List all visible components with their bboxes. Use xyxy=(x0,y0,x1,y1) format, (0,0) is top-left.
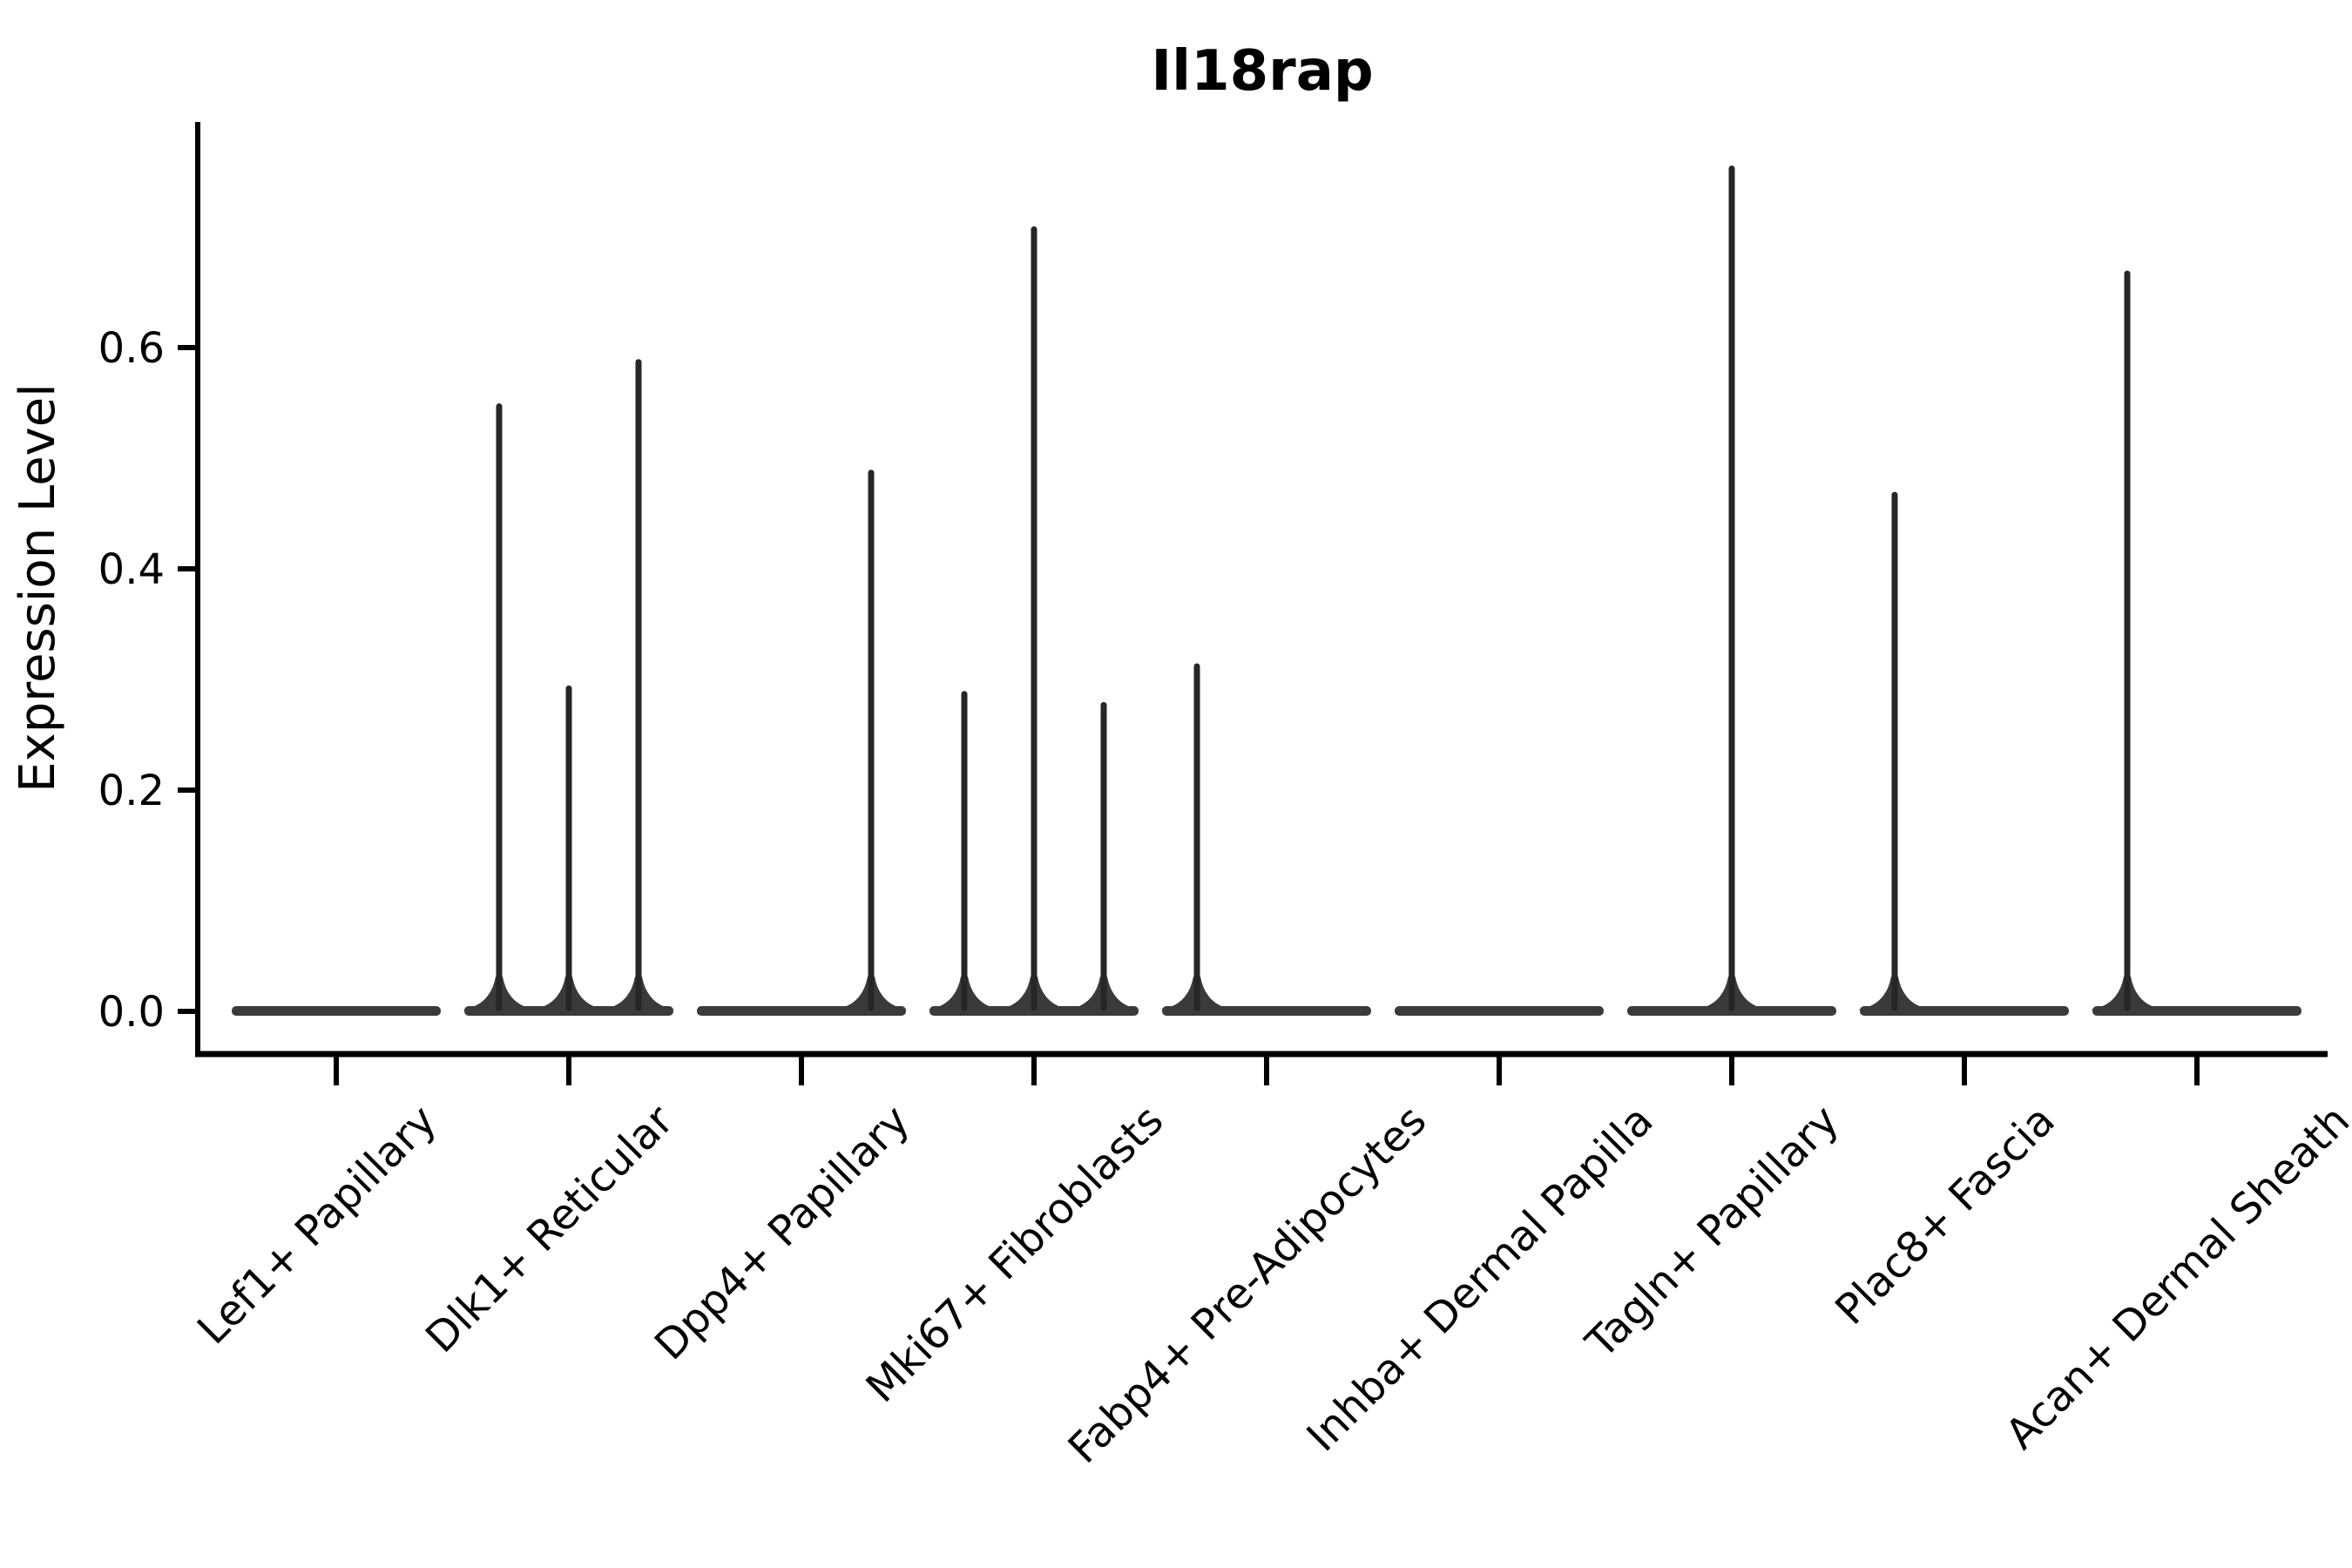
y-axis-ticks: 0.0 0.2 0.4 0.6 xyxy=(98,324,198,1037)
y-tick-label: 0.0 xyxy=(98,988,165,1037)
y-tick-label: 0.2 xyxy=(98,767,165,815)
x-tick-label: Dlk1+ Reticular xyxy=(416,1096,683,1362)
y-tick-label: 0.4 xyxy=(98,545,165,594)
violin-zero-band xyxy=(232,1006,441,1016)
y-axis-label: Expression Level xyxy=(10,383,66,793)
violin-zero-band xyxy=(1395,1006,1604,1016)
plot-title: Il18rap xyxy=(1151,39,1373,104)
x-tick-label: Dpp4+ Papillary xyxy=(645,1096,919,1369)
x-axis-ticks xyxy=(334,1054,2200,1085)
x-tick-label: Lef1+ Papillary xyxy=(188,1096,446,1354)
y-tick-label: 0.6 xyxy=(98,324,165,373)
x-tick-label: Acan+ Dermal Sheath xyxy=(1997,1096,2352,1458)
violins-layer xyxy=(232,165,2301,1016)
x-tick-label: Plac8+ Fascia xyxy=(1826,1096,2065,1335)
